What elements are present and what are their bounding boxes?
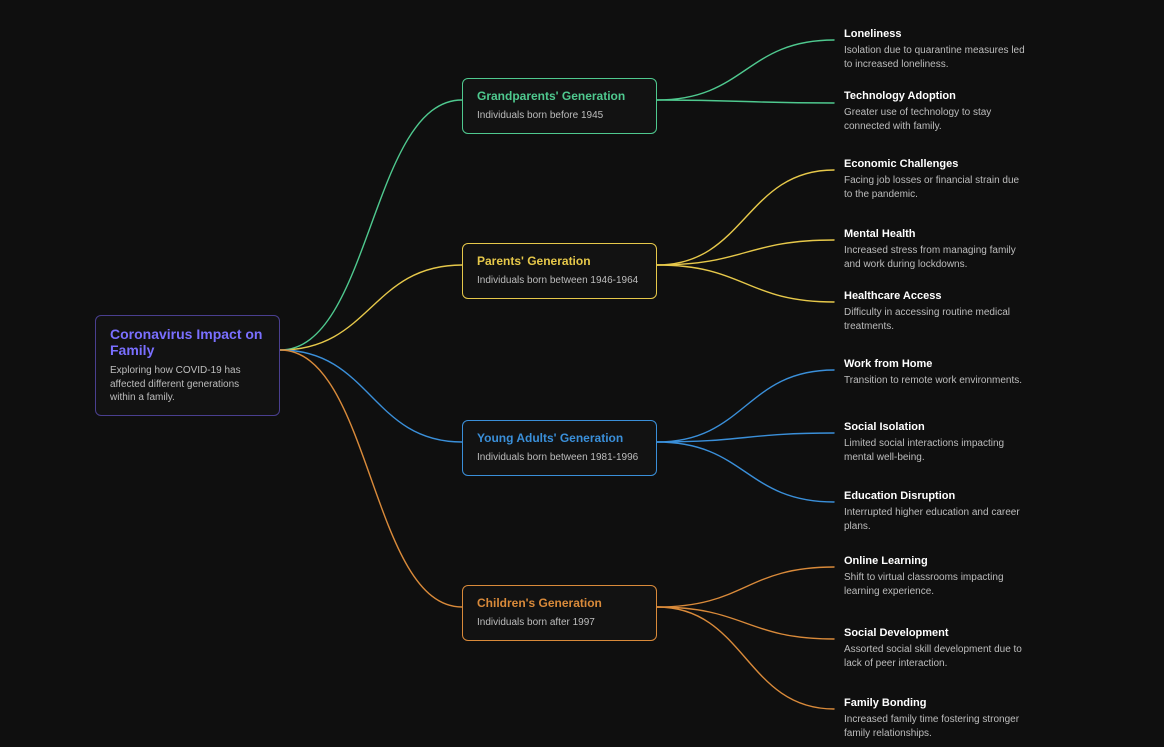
leaf-node[interactable]: Healthcare Access Difficulty in accessing… (840, 290, 1030, 333)
root-title: Coronavirus Impact on Family (110, 326, 265, 358)
leaf-desc: Difficulty in accessing routine medical … (844, 306, 1030, 333)
leaf-desc: Increased family time fostering stronger… (844, 713, 1030, 740)
leaf-title: Economic Challenges (844, 158, 1030, 170)
leaf-node[interactable]: Online Learning Shift to virtual classroo… (840, 555, 1030, 598)
leaf-desc: Limited social interactions impacting me… (844, 437, 1030, 464)
leaf-title: Loneliness (844, 28, 1030, 40)
leaf-title: Mental Health (844, 228, 1030, 240)
branch-node-grandparents[interactable]: Grandparents' Generation Individuals born… (462, 78, 657, 134)
branch-node-children[interactable]: Children's Generation Individuals born af… (462, 585, 657, 641)
leaf-node[interactable]: Social Isolation Limited social interacti… (840, 421, 1030, 464)
leaf-title: Family Bonding (844, 697, 1030, 709)
leaf-title: Healthcare Access (844, 290, 1030, 302)
leaf-desc: Facing job losses or financial strain du… (844, 174, 1030, 201)
branch-desc: Individuals born after 1997 (477, 616, 642, 630)
leaf-desc: Shift to virtual classrooms impacting le… (844, 571, 1030, 598)
leaf-title: Social Isolation (844, 421, 1030, 433)
leaf-node[interactable]: Family Bonding Increased family time fost… (840, 697, 1030, 740)
leaf-title: Technology Adoption (844, 90, 1030, 102)
leaf-title: Online Learning (844, 555, 1030, 567)
branch-title: Young Adults' Generation (477, 431, 642, 445)
branch-desc: Individuals born before 1945 (477, 109, 642, 123)
leaf-node[interactable]: Work from Home Transition to remote work … (840, 358, 1030, 388)
branch-node-youngadults[interactable]: Young Adults' Generation Individuals born… (462, 420, 657, 476)
leaf-desc: Isolation due to quarantine measures led… (844, 44, 1030, 71)
leaf-node[interactable]: Loneliness Isolation due to quarantine me… (840, 28, 1030, 71)
branch-desc: Individuals born between 1946-1964 (477, 274, 642, 288)
leaf-title: Work from Home (844, 358, 1030, 370)
leaf-node[interactable]: Technology Adoption Greater use of techno… (840, 90, 1030, 133)
leaf-node[interactable]: Social Development Assorted social skill … (840, 627, 1030, 670)
leaf-desc: Transition to remote work environments. (844, 374, 1030, 388)
leaf-desc: Assorted social skill development due to… (844, 643, 1030, 670)
leaf-desc: Interrupted higher education and career … (844, 506, 1030, 533)
branch-desc: Individuals born between 1981-1996 (477, 451, 642, 465)
root-node[interactable]: Coronavirus Impact on Family Exploring h… (95, 315, 280, 416)
leaf-node[interactable]: Economic Challenges Facing job losses or … (840, 158, 1030, 201)
branch-node-parents[interactable]: Parents' Generation Individuals born betw… (462, 243, 657, 299)
branch-title: Parents' Generation (477, 254, 642, 268)
branch-title: Children's Generation (477, 596, 642, 610)
leaf-node[interactable]: Mental Health Increased stress from manag… (840, 228, 1030, 271)
leaf-title: Education Disruption (844, 490, 1030, 502)
mindmap-canvas: Coronavirus Impact on Family Exploring h… (0, 0, 1164, 747)
leaf-title: Social Development (844, 627, 1030, 639)
leaf-desc: Increased stress from managing family an… (844, 244, 1030, 271)
leaf-node[interactable]: Education Disruption Interrupted higher e… (840, 490, 1030, 533)
leaf-desc: Greater use of technology to stay connec… (844, 106, 1030, 133)
branch-title: Grandparents' Generation (477, 89, 642, 103)
root-desc: Exploring how COVID-19 has affected diff… (110, 364, 265, 405)
